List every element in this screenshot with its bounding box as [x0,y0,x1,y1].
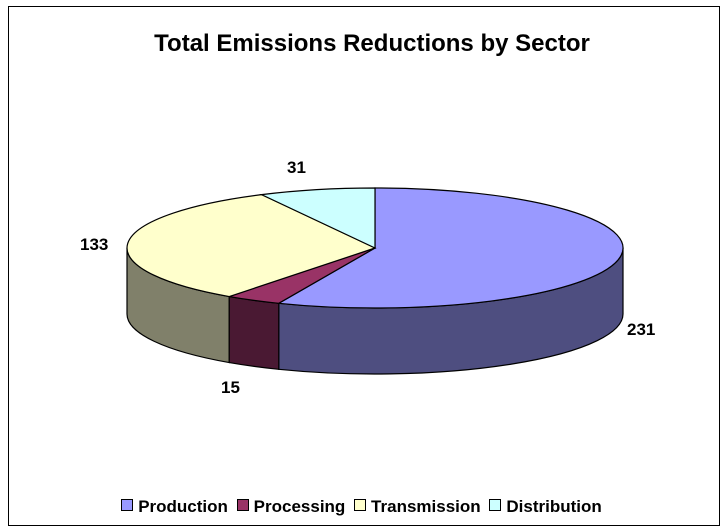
legend-label-production: Production [138,497,228,516]
data-label-transmission: 133 [80,235,109,254]
pie-slice-distribution [259,187,376,249]
legend-item-processing: Processing [236,497,346,517]
legend-label-processing: Processing [253,497,346,516]
pie-slice-transmission [126,194,377,298]
data-label-distribution: 31 [287,158,306,177]
legend-swatch-production [121,499,134,511]
pie-side-processing [228,295,280,370]
legend-swatch-transmission [354,499,367,511]
legend-label-distribution: Distribution [506,497,602,516]
legend-item-production: Production [121,497,228,517]
legend-item-distribution: Distribution [489,497,602,517]
legend-swatch-processing [236,499,249,511]
legend-swatch-distribution [489,499,502,511]
pie-slice-production [276,187,624,309]
chart-legend: Production Processing Transmission Distr… [0,497,727,517]
legend-label-transmission: Transmission [371,497,481,516]
legend-item-transmission: Transmission [354,497,481,517]
chart-title: Total Emissions Reductions by Sector [154,30,590,57]
data-label-processing: 15 [221,378,240,397]
data-label-production: 231 [627,320,656,339]
